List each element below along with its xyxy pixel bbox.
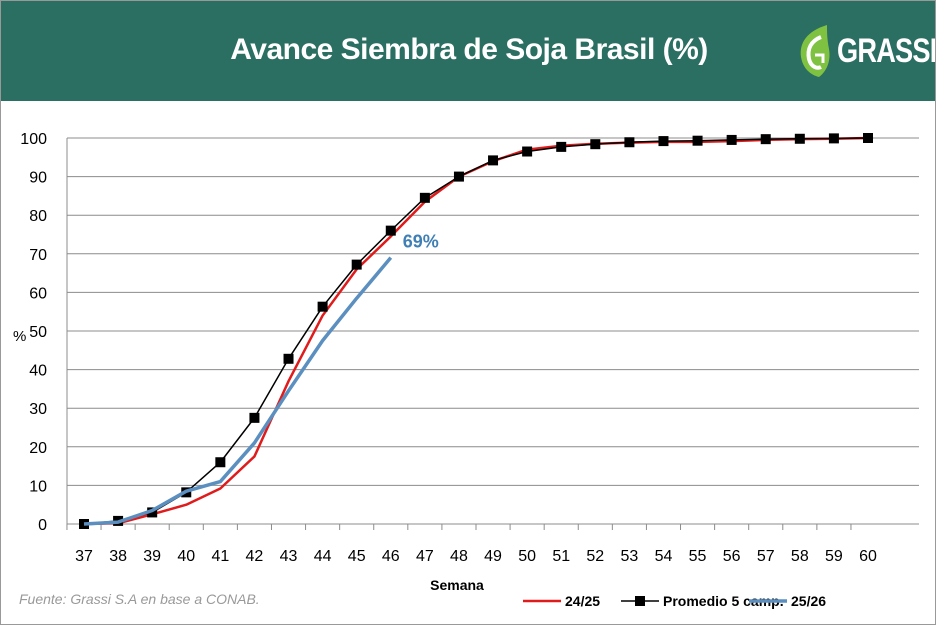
y-tick-label: 40 — [29, 363, 47, 380]
data-point — [215, 457, 226, 468]
x-tick-label: 38 — [109, 548, 127, 565]
leaf-logo-icon — [800, 25, 830, 77]
x-tick-label: 44 — [314, 548, 332, 565]
x-tick-label: 40 — [177, 548, 195, 565]
series-line-25-26 — [83, 256, 393, 526]
data-point — [726, 134, 737, 145]
x-tick-label: 53 — [620, 548, 638, 565]
x-axis-label: Semana — [430, 577, 484, 593]
x-tick-label: 41 — [211, 548, 229, 565]
data-point — [760, 134, 771, 145]
data-point — [794, 133, 805, 144]
data-point — [863, 133, 873, 143]
x-tick-label: 58 — [791, 548, 809, 565]
y-tick-label: 0 — [38, 517, 47, 534]
data-point — [453, 171, 464, 182]
header-banner: Avance Siembra de Soja Brasil (%) GRASSI — [1, 1, 936, 101]
x-tick-label: 43 — [280, 548, 298, 565]
annotation-label: 69% — [403, 232, 439, 252]
data-point — [828, 133, 839, 144]
data-point — [147, 507, 158, 518]
x-tick-label: 51 — [552, 548, 570, 565]
x-tick-label: 37 — [75, 548, 93, 565]
x-tick-label: 39 — [143, 548, 161, 565]
x-tick-label: 52 — [586, 548, 604, 565]
data-point — [522, 146, 533, 157]
y-tick-label: 90 — [29, 170, 47, 187]
logo-text: GRASSI — [837, 31, 936, 70]
x-tick-label: 56 — [723, 548, 741, 565]
data-point — [351, 259, 362, 270]
data-point — [283, 353, 294, 364]
y-tick-label: 20 — [29, 440, 47, 457]
legend-label: Promedio 5 camp. — [663, 593, 784, 609]
grassi-logo: GRASSI — [797, 23, 936, 79]
data-point — [692, 135, 703, 146]
y-axis-label: % — [13, 328, 26, 345]
data-point — [317, 301, 328, 312]
x-tick-label: 49 — [484, 548, 502, 565]
data-point — [590, 139, 601, 150]
y-tick-label: 60 — [29, 285, 47, 302]
x-tick-label: 60 — [859, 548, 877, 565]
y-tick-label: 50 — [29, 324, 47, 341]
data-point — [249, 412, 260, 423]
x-tick-label: 46 — [382, 548, 400, 565]
data-point — [385, 225, 396, 236]
x-tick-label: 57 — [757, 548, 775, 565]
data-point — [419, 192, 430, 203]
chart-title: Avance Siembra de Soja Brasil (%) — [230, 33, 708, 66]
data-point — [658, 136, 669, 147]
series-line-Promedio-5-camp- — [83, 137, 869, 525]
x-tick-label: 47 — [416, 548, 434, 565]
x-tick-label: 55 — [689, 548, 707, 565]
x-tick-label: 45 — [348, 548, 366, 565]
legend-marker — [635, 596, 645, 606]
x-tick-label: 48 — [450, 548, 468, 565]
y-tick-label: 70 — [29, 247, 47, 264]
source-note: Fuente: Grassi S.A en base a CONAB. — [19, 591, 260, 607]
data-point — [488, 155, 499, 166]
x-tick-label: 59 — [825, 548, 843, 565]
data-point — [624, 137, 635, 148]
y-tick-label: 100 — [20, 131, 47, 148]
y-tick-label: 30 — [29, 401, 47, 418]
x-tick-label: 50 — [518, 548, 536, 565]
legend-label: 25/26 — [791, 593, 826, 609]
x-tick-label: 54 — [655, 548, 673, 565]
y-tick-label: 10 — [29, 478, 47, 495]
y-tick-label: 80 — [29, 208, 47, 225]
x-tick-label: 42 — [246, 548, 264, 565]
legend-label: 24/25 — [565, 593, 600, 609]
data-point — [556, 141, 567, 152]
